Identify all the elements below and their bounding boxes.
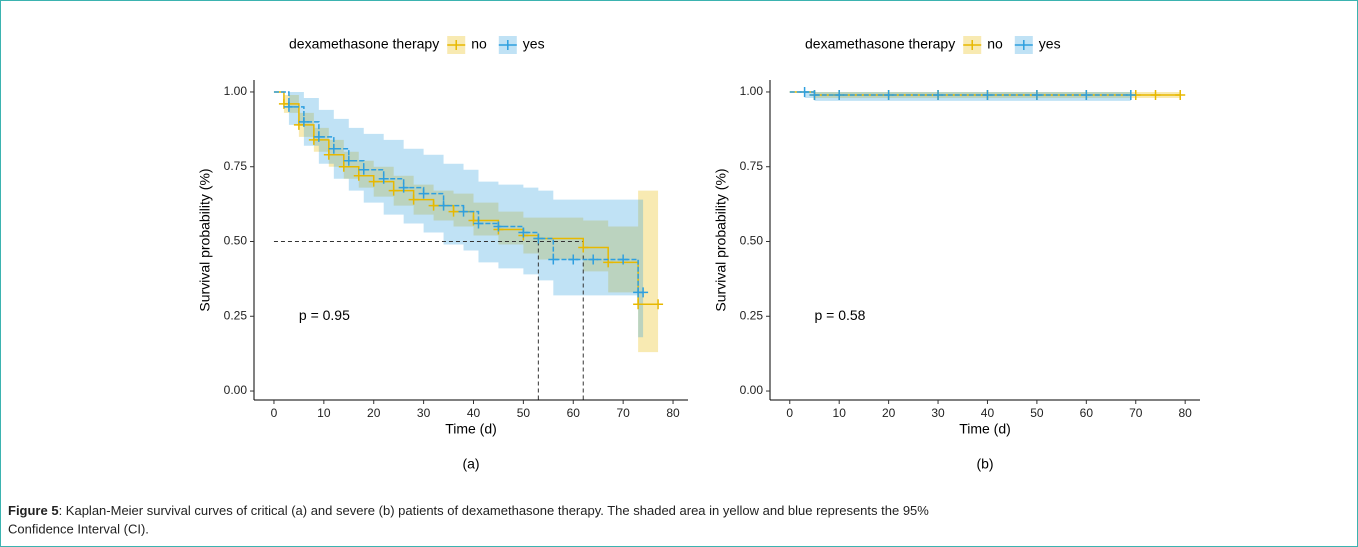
censor-mark (338, 161, 349, 172)
y-tick-label: 0.50 (740, 234, 764, 248)
censor-mark (883, 89, 894, 100)
caption-text: : Kaplan-Meier survival curves of critic… (59, 503, 930, 518)
censor-mark (298, 116, 309, 127)
censor-mark (1031, 89, 1042, 100)
censor-mark (313, 131, 324, 142)
x-tick-label: 0 (786, 406, 793, 420)
x-tick-label: 40 (981, 406, 995, 420)
x-tick-label: 10 (833, 406, 847, 420)
censor-mark (533, 233, 544, 244)
y-tick-label: 0.75 (224, 159, 248, 173)
y-tick-label: 0.25 (740, 308, 764, 322)
y-tick-label: 1.00 (224, 84, 248, 98)
x-tick-label: 50 (517, 406, 531, 420)
censor-mark (1150, 89, 1161, 100)
x-tick-label: 50 (1030, 406, 1044, 420)
x-tick-label: 0 (271, 406, 278, 420)
x-tick-label: 30 (931, 406, 945, 420)
censor-mark (933, 89, 944, 100)
censor-mark (982, 89, 993, 100)
censor-mark (809, 89, 820, 100)
x-tick-label: 20 (367, 406, 381, 420)
x-tick-label: 80 (1178, 406, 1192, 420)
censor-mark (548, 254, 559, 265)
censor-mark (473, 218, 484, 229)
censor-mark (1175, 89, 1186, 100)
legend-label: yes (523, 36, 545, 52)
y-tick-label: 1.00 (740, 84, 764, 98)
y-tick-label: 0.00 (224, 383, 248, 397)
censor-mark (283, 101, 294, 112)
annotation: p = 0.58 (814, 307, 865, 323)
censor-mark (618, 254, 629, 265)
y-axis-label: Survival probability (%) (713, 168, 729, 311)
censor-mark (1125, 89, 1136, 100)
x-tick-label: 60 (1080, 406, 1094, 420)
x-tick-label: 40 (467, 406, 481, 420)
legend-label: no (471, 36, 487, 52)
x-tick-label: 60 (567, 406, 581, 420)
censor-mark (323, 149, 334, 160)
legend-title: dexamethasone therapy (805, 36, 955, 52)
censor-mark (328, 143, 339, 154)
censor-mark (834, 89, 845, 100)
caption-text: Confidence Interval (CI). (8, 521, 149, 536)
censor-mark (418, 188, 429, 199)
censor-mark (353, 170, 364, 181)
y-tick-label: 0.00 (740, 383, 764, 397)
censor-mark (518, 227, 529, 238)
x-tick-label: 70 (616, 406, 630, 420)
y-axis-label: Survival probability (%) (197, 168, 213, 311)
censor-mark (358, 164, 369, 175)
censor-mark (653, 299, 664, 310)
censor-mark (398, 182, 409, 193)
x-tick-label: 20 (882, 406, 896, 420)
censor-mark (588, 254, 599, 265)
panel-label: (b) (976, 456, 993, 472)
censor-mark (378, 173, 389, 184)
x-tick-label: 30 (417, 406, 431, 420)
censor-mark (799, 86, 810, 97)
x-tick-label: 80 (666, 406, 680, 420)
censor-mark (368, 176, 379, 187)
caption-label: Figure 5 (8, 503, 59, 518)
censor-mark (458, 206, 469, 217)
censor-mark (493, 221, 504, 232)
ci-band (789, 91, 1131, 101)
y-tick-label: 0.25 (224, 308, 248, 322)
x-tick-label: 70 (1129, 406, 1143, 420)
ci-band (273, 91, 659, 353)
y-tick-label: 0.75 (740, 159, 764, 173)
ci-band (273, 91, 644, 338)
censor-mark (633, 299, 644, 310)
legend-title: dexamethasone therapy (289, 36, 439, 52)
censor-mark (1081, 89, 1092, 100)
censor-mark (438, 200, 449, 211)
annotation: p = 0.95 (299, 307, 350, 323)
x-axis-label: Time (d) (445, 421, 497, 437)
panel-label: (a) (462, 456, 479, 472)
y-tick-label: 0.50 (224, 234, 248, 248)
censor-mark (408, 194, 419, 205)
censor-mark (448, 206, 459, 217)
x-axis-label: Time (d) (959, 421, 1011, 437)
censor-mark (578, 242, 589, 253)
censor-mark (343, 155, 354, 166)
caption: Figure 5: Kaplan-Meier survival curves o… (8, 503, 929, 518)
censor-mark (638, 287, 649, 298)
legend-label: yes (1039, 36, 1061, 52)
x-tick-label: 10 (317, 406, 331, 420)
censor-mark (568, 254, 579, 265)
censor-mark (388, 185, 399, 196)
legend-label: no (987, 36, 1003, 52)
censor-mark (428, 200, 439, 211)
